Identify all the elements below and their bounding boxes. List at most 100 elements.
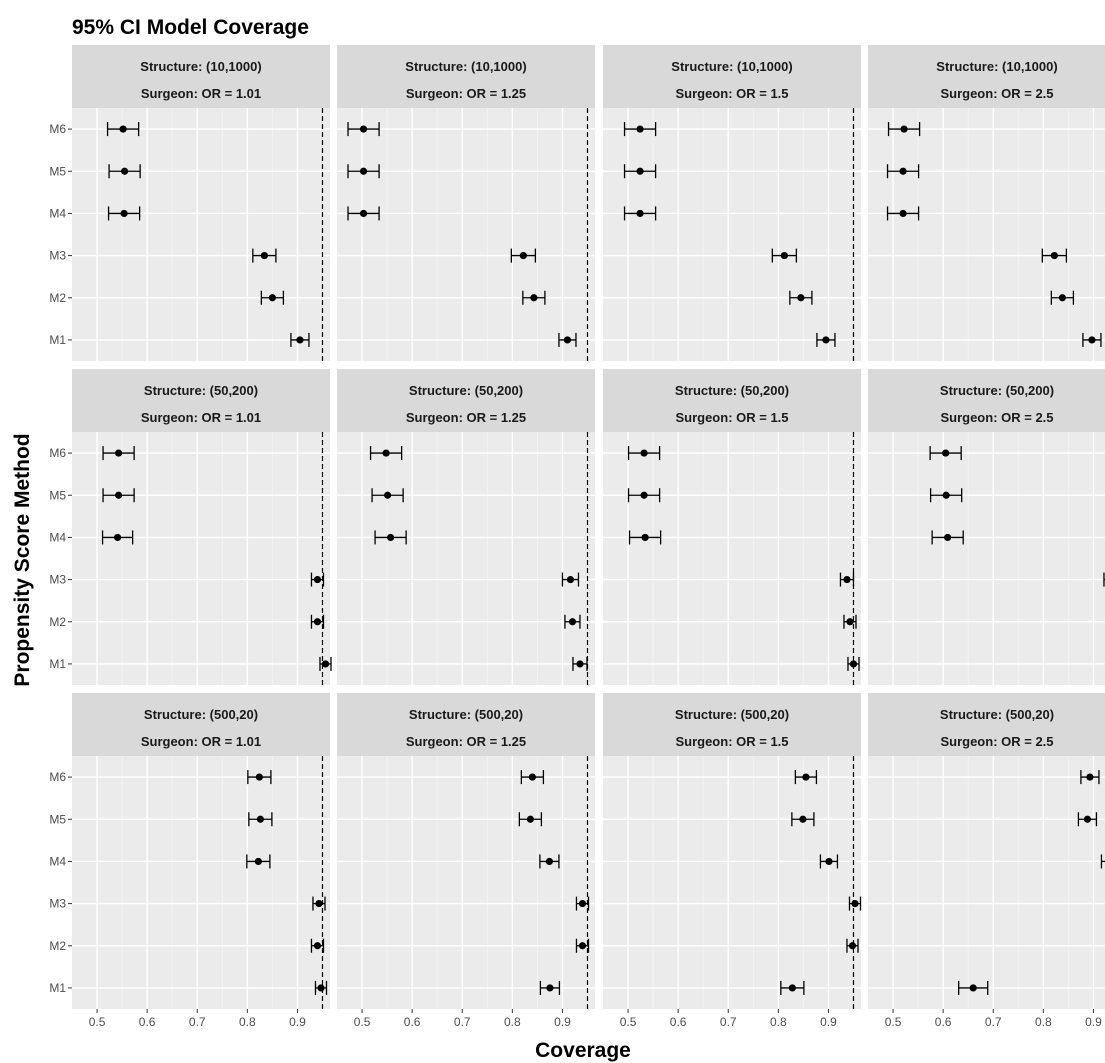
x-tick-label: 0.9 xyxy=(554,1015,571,1029)
data-point xyxy=(359,125,368,133)
data-point xyxy=(846,618,854,626)
y-tick-label: M6 xyxy=(49,446,66,460)
y-tick-label: M1 xyxy=(49,657,66,671)
facet-panel: Structure: (50,200) Surgeon: OR = 1.5 xyxy=(603,369,861,685)
x-tick-label: 0.7 xyxy=(454,1015,471,1029)
data-point xyxy=(313,575,322,584)
data-point xyxy=(944,533,952,542)
facet-strip xyxy=(72,45,330,108)
y-tick-label: M6 xyxy=(49,122,66,136)
y-tick-label: M1 xyxy=(49,333,66,347)
data-point xyxy=(797,294,805,302)
facet-panel: Structure: (50,200) Surgeon: OR = 1.25 xyxy=(337,369,595,685)
facet-panel: Structure: (10,1000) Surgeon: OR = 1.25 xyxy=(337,45,595,361)
x-tick-label: 0.6 xyxy=(139,1015,156,1029)
data-point xyxy=(317,984,325,992)
y-tick-label: M5 xyxy=(49,812,66,826)
x-tick-label: 0.8 xyxy=(239,1015,256,1029)
y-tick-label: M2 xyxy=(49,615,66,629)
data-point xyxy=(119,125,127,133)
facet-row-label: Structure: (500,20) xyxy=(675,707,789,722)
y-tick-label: M3 xyxy=(49,897,66,911)
data-point xyxy=(114,449,123,457)
panel-background xyxy=(72,432,330,685)
data-point xyxy=(359,167,368,175)
y-tick-label: M3 xyxy=(49,573,66,587)
data-point xyxy=(121,167,129,175)
x-tick-label: 0.9 xyxy=(289,1015,306,1029)
data-point xyxy=(802,773,810,781)
facet-col-label: Surgeon: OR = 1.01 xyxy=(141,86,261,101)
x-tick-label: 0.5 xyxy=(89,1015,106,1029)
x-tick-label: 0.8 xyxy=(504,1015,521,1029)
data-point xyxy=(321,660,330,668)
data-point xyxy=(780,251,788,260)
data-point xyxy=(563,336,572,344)
facet-panel: Structure: (10,1000) Surgeon: OR = 1.5 xyxy=(603,45,861,361)
panel-background xyxy=(603,756,861,1009)
data-point xyxy=(313,618,322,626)
x-tick-label: 0.6 xyxy=(404,1015,421,1029)
facet-row-label: Structure: (500,20) xyxy=(144,707,258,722)
data-point xyxy=(546,984,554,992)
facet-row-label: Structure: (10,1000) xyxy=(405,59,526,74)
data-point xyxy=(359,209,368,218)
facet-panel: Structure: (50,200) Surgeon: OR = 2.5 xyxy=(868,369,1105,685)
data-point xyxy=(799,815,807,823)
facet-panel: Structure: (50,200) Surgeon: OR = 1.01 M6 M… xyxy=(49,369,332,685)
facet-strip xyxy=(72,693,330,756)
data-point xyxy=(315,899,323,908)
facet-strip xyxy=(603,369,861,432)
facet-col-label: Surgeon: OR = 2.5 xyxy=(940,734,1053,749)
data-point xyxy=(641,533,649,542)
x-tick-label: 0.7 xyxy=(189,1015,206,1029)
panel-background xyxy=(337,108,595,361)
data-point xyxy=(640,449,648,457)
data-point xyxy=(382,449,390,457)
facet-strip xyxy=(603,45,861,108)
data-point xyxy=(519,251,527,260)
data-point xyxy=(387,533,395,542)
error-bar xyxy=(1100,854,1105,869)
x-tick-label: 0.5 xyxy=(354,1015,371,1029)
data-point xyxy=(822,336,830,344)
panel-background xyxy=(337,756,595,1009)
facet-row-label: Structure: (50,200) xyxy=(409,383,523,398)
data-point xyxy=(942,491,950,499)
data-point xyxy=(1086,773,1094,781)
data-point xyxy=(969,984,977,992)
facet-strip xyxy=(337,45,595,108)
x-axes: 0.5 0.6 0.7 0.8 0.9 0.5 0.6 0.7 0.8 0.9 0.5 0.6 0.7 0… xyxy=(89,1009,1102,1029)
panel-background xyxy=(868,108,1105,361)
facet-panel: Structure: (500,20) Surgeon: OR = 1.01 M6 M… xyxy=(49,693,330,1009)
facet-col-label: Surgeon: OR = 1.5 xyxy=(675,86,788,101)
x-tick-label: 0.9 xyxy=(1085,1015,1102,1029)
facet-col-label: Surgeon: OR = 1.01 xyxy=(141,410,261,425)
facet-col-label: Surgeon: OR = 1.5 xyxy=(675,734,788,749)
x-tick-label: 0.8 xyxy=(1035,1015,1052,1029)
chart-title: 95% CI Model Coverage xyxy=(72,16,309,39)
x-tick-label: 0.6 xyxy=(670,1015,687,1029)
data-point xyxy=(313,942,322,950)
data-point xyxy=(1050,251,1058,260)
data-point xyxy=(788,984,796,992)
data-point xyxy=(383,491,392,499)
facet-strip xyxy=(868,693,1105,756)
facet-strip xyxy=(603,693,861,756)
data-point xyxy=(256,815,264,823)
data-point xyxy=(1083,815,1092,823)
facet-row-label: Structure: (10,1000) xyxy=(140,59,261,74)
data-point xyxy=(900,125,908,133)
data-point xyxy=(576,660,584,668)
data-point xyxy=(113,533,122,542)
panel-background xyxy=(603,108,861,361)
facet-panel: Structure: (500,20) Surgeon: OR = 1.25 xyxy=(337,693,595,1009)
data-point xyxy=(899,209,907,218)
panel-background xyxy=(337,432,595,685)
facet-col-label: Surgeon: OR = 1.5 xyxy=(675,410,788,425)
data-point xyxy=(268,294,276,302)
facet-row-label: Structure: (10,1000) xyxy=(936,59,1057,74)
data-point xyxy=(942,449,950,457)
facet-panel: Structure: (500,20) Surgeon: OR = 2.5 xyxy=(868,693,1105,1009)
data-point xyxy=(296,336,304,344)
